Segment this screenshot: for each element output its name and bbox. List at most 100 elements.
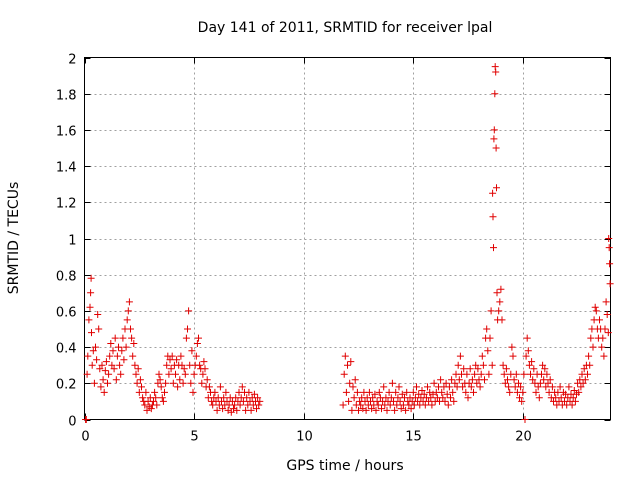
data-point <box>205 383 213 391</box>
data-point <box>541 365 549 373</box>
data-point <box>122 343 130 351</box>
data-point <box>227 408 235 416</box>
data-point <box>219 405 227 413</box>
data-point <box>534 383 542 391</box>
data-point <box>386 401 394 409</box>
data-point <box>109 347 117 355</box>
data-point <box>502 365 510 373</box>
data-point <box>474 365 482 373</box>
data-point <box>577 383 585 391</box>
data-point <box>351 376 359 384</box>
data-point <box>394 394 402 402</box>
data-point <box>525 361 533 369</box>
data-point <box>87 274 95 282</box>
data-point <box>250 390 258 398</box>
data-point <box>132 370 140 378</box>
data-point <box>544 379 552 387</box>
data-point <box>133 379 141 387</box>
data-point <box>158 394 166 402</box>
data-point <box>184 325 191 333</box>
data-point <box>390 397 397 405</box>
grid-layer <box>84 57 611 420</box>
data-point <box>111 334 119 342</box>
data-point <box>134 365 142 373</box>
data-point <box>393 401 401 409</box>
data-point <box>421 401 429 409</box>
data-point <box>236 401 244 409</box>
data-point <box>407 405 415 413</box>
data-point <box>602 298 610 306</box>
data-point <box>483 325 491 333</box>
data-point <box>136 376 144 384</box>
data-point <box>127 325 134 333</box>
data-point <box>86 303 94 311</box>
data-point <box>98 361 106 369</box>
data-point <box>130 340 138 347</box>
data-point <box>437 376 445 384</box>
data-point <box>449 388 457 396</box>
data-point <box>584 370 591 378</box>
data-point <box>230 405 237 413</box>
data-point <box>173 356 181 364</box>
data-point <box>463 370 471 378</box>
data-point <box>157 383 165 391</box>
data-point <box>439 394 447 402</box>
data-point <box>96 365 104 373</box>
data-point <box>253 405 260 413</box>
data-point <box>169 379 177 387</box>
data-point <box>135 388 143 396</box>
data-point <box>467 383 475 391</box>
data-point <box>369 394 377 402</box>
data-point <box>239 397 247 405</box>
data-point <box>147 405 155 413</box>
data-point <box>117 370 125 378</box>
data-point <box>367 397 374 405</box>
data-point <box>596 316 603 324</box>
y-axis-title: SRMTID / TECUs <box>6 182 22 295</box>
data-point <box>448 376 456 384</box>
data-point <box>340 370 348 378</box>
data-point <box>375 388 383 396</box>
data-point <box>85 316 93 324</box>
data-point <box>185 307 193 315</box>
data-point <box>101 367 109 375</box>
x-tick-label: 15 <box>405 430 422 445</box>
data-point <box>603 311 611 318</box>
data-point <box>143 406 151 414</box>
data-point <box>87 289 95 297</box>
data-point <box>606 260 614 268</box>
data-point <box>105 370 113 378</box>
data-point <box>498 316 506 324</box>
data-point <box>604 329 612 337</box>
data-point <box>569 394 577 402</box>
data-point <box>499 361 507 369</box>
data-point <box>420 390 428 398</box>
data-point <box>238 383 246 391</box>
data-point <box>224 406 232 414</box>
data-point <box>346 379 354 387</box>
data-point <box>155 370 163 378</box>
data-point <box>515 379 522 387</box>
y-tick-label: 0.8 <box>56 270 77 285</box>
y-tick-label: 1.4 <box>56 161 77 176</box>
data-point <box>172 370 179 378</box>
y-tick-label: 0.4 <box>56 342 77 357</box>
data-point <box>166 356 174 364</box>
data-point <box>339 401 347 409</box>
data-point <box>450 397 458 405</box>
data-point <box>520 370 528 378</box>
data-point <box>83 370 91 378</box>
data-point <box>477 370 485 378</box>
y-tick-label: 0 <box>68 415 76 430</box>
data-point <box>165 370 173 378</box>
data-point <box>124 307 132 315</box>
data-point <box>344 361 351 369</box>
data-point <box>418 387 426 394</box>
data-point <box>530 365 538 373</box>
data-point <box>256 397 264 405</box>
data-point <box>115 343 122 351</box>
data-point <box>198 379 206 387</box>
data-point <box>568 401 576 409</box>
data-point <box>99 376 107 384</box>
data-point <box>192 352 200 360</box>
